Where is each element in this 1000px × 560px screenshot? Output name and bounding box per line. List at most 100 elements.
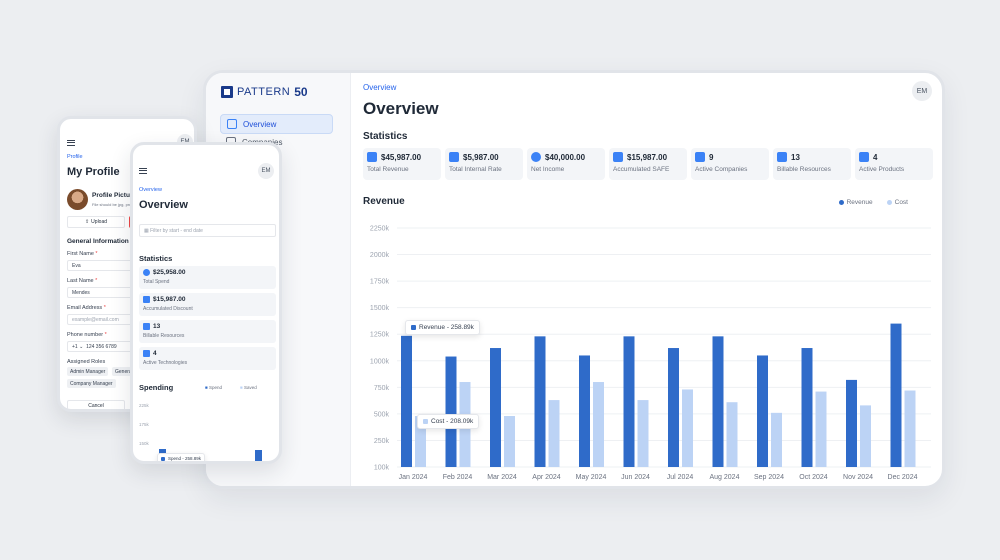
cost-bar (815, 391, 827, 467)
menu-icon[interactable] (139, 168, 147, 174)
stat-label: Billable Resources (777, 166, 831, 173)
receipt-icon (613, 152, 623, 162)
profile-picture-heading: Profile Picture (92, 192, 137, 199)
x-tick-label: Aug 2024 (710, 474, 740, 481)
avatar[interactable]: EM (912, 81, 932, 101)
breadcrumb[interactable]: Profile (67, 154, 83, 160)
general-information-heading: General Information (67, 238, 129, 245)
stat-card: 4 Active Products (855, 148, 933, 180)
date-filter-input[interactable]: ▦ Filter by start - end date (139, 224, 276, 237)
role-chip[interactable]: Admin Manager (67, 367, 109, 376)
stat-card: 4 Active Technologies (139, 347, 276, 370)
stat-card: $40,000.00 Net Income (527, 148, 605, 180)
stat-card: $45,987.00 Total Revenue (363, 148, 441, 180)
y-tick-label: 100k (374, 465, 390, 472)
role-chip[interactable]: General (112, 367, 136, 376)
y-tick-label: 175k (139, 422, 149, 427)
statistics-heading: Statistics (363, 131, 408, 142)
x-tick-label: Mar 2024 (487, 474, 517, 481)
legend-item-revenue[interactable]: Revenue (838, 199, 873, 206)
stat-value: $15,987.00 (153, 296, 186, 303)
building-icon (695, 152, 705, 162)
x-tick-label: May 2024 (576, 474, 607, 481)
monitor-icon (143, 350, 150, 357)
stat-card: $15,987.00 Accumulated Discount (139, 293, 276, 316)
legend-item-cost[interactable]: Cost (886, 199, 908, 206)
x-tick-label: Jan 2024 (399, 474, 428, 481)
stat-label: Total Internal Rate (449, 166, 502, 173)
spend-tooltip: Spend - 258.89k (157, 453, 206, 461)
revenue-heading: Revenue (363, 196, 405, 207)
revenue-bar (846, 379, 857, 467)
menu-icon[interactable] (67, 140, 75, 146)
legend-item-saved[interactable]: ■ Saved (240, 385, 257, 390)
role-chip[interactable]: Company Manager (67, 379, 116, 388)
upload-button[interactable]: ⇪ Upload (67, 216, 125, 228)
phone-value: 124 356 6789 (86, 344, 117, 350)
revenue-bar (579, 355, 590, 467)
stat-card: $15,987.00 Accumulated SAFE (609, 148, 687, 180)
cancel-label: Cancel (88, 403, 104, 409)
avatar[interactable]: EM (258, 163, 274, 179)
legend-swatch (838, 200, 844, 205)
y-tick-label: 2000k (370, 252, 390, 259)
last-name-label: Last Name * (67, 278, 98, 284)
statistics-heading: Statistics (139, 254, 173, 263)
revenue-bar (712, 336, 724, 467)
main-content: Overview Overview EM Statistics $45,987.… (351, 73, 942, 486)
stat-label: Active Products (859, 166, 905, 173)
date-filter-placeholder: Filter by start - end date (150, 228, 203, 234)
upload-icon: ⇪ (84, 219, 90, 225)
cost-bar (548, 400, 560, 467)
sidebar-item-label: Overview (243, 119, 277, 129)
cash-icon (449, 152, 459, 162)
legend-swatch (886, 200, 892, 205)
revenue-bar (890, 323, 902, 467)
revenue-bar (490, 348, 501, 467)
cost-bar (637, 400, 649, 467)
x-tick-label: Apr 2024 (532, 474, 561, 481)
revenue-bar (757, 355, 768, 467)
breadcrumb[interactable]: Overview (363, 83, 397, 92)
stat-value: 4 (873, 152, 878, 162)
revenue-bar (801, 348, 813, 467)
y-tick-label: 225k (139, 403, 149, 408)
first-name-label: First Name * (67, 251, 98, 257)
tooltip-swatch (161, 456, 165, 461)
desktop-window: PATTERN 50 Overview Companies Overview O… (203, 70, 945, 489)
y-tick-label: 750k (374, 385, 390, 392)
stat-label: Billable Resources (143, 333, 185, 339)
chart-legend: Revenue Cost (838, 199, 908, 206)
y-tick-label: 2250k (370, 226, 390, 233)
revenue-bar (401, 335, 412, 467)
monitor-icon (859, 152, 869, 162)
breadcrumb[interactable]: Overview (139, 187, 162, 193)
email-label: Email Address * (67, 305, 106, 311)
country-code[interactable]: +1 (72, 344, 78, 350)
cost-bar (771, 412, 782, 467)
stat-label: Accumulated Discount (143, 306, 193, 312)
x-tick-label: Oct 2024 (799, 474, 828, 481)
stat-card: $5,987.00 Total Internal Rate (445, 148, 523, 180)
revenue-tooltip: Revenue - 258.89k (405, 320, 480, 335)
stats-row: $45,987.00 Total Revenue $5,987.00 Total I… (363, 148, 933, 180)
spending-bar (255, 450, 262, 461)
y-tick-label: 1500k (370, 305, 390, 312)
roles-label: Assigned Roles (67, 359, 106, 365)
x-tick-label: Dec 2024 (888, 474, 918, 481)
stat-value: $25,958.00 (153, 269, 186, 276)
revenue-bar (534, 336, 546, 467)
logo[interactable]: PATTERN 50 (221, 85, 308, 99)
spending-bar (221, 461, 228, 464)
sidebar-item-overview[interactable]: Overview (220, 114, 333, 134)
stat-card: 13 Billable Resources (773, 148, 851, 180)
stat-label: Total Revenue (367, 166, 409, 173)
cancel-button[interactable]: Cancel (67, 400, 125, 409)
stat-value: 9 (709, 152, 714, 162)
page-title: Overview (363, 99, 439, 118)
x-tick-label: Jul 2024 (667, 474, 694, 481)
stat-card: $25,958.00 Total Spend (139, 266, 276, 289)
revenue-bar (445, 356, 457, 467)
cost-bar (682, 389, 693, 467)
legend-item-spend[interactable]: ■ Spend (205, 385, 222, 390)
